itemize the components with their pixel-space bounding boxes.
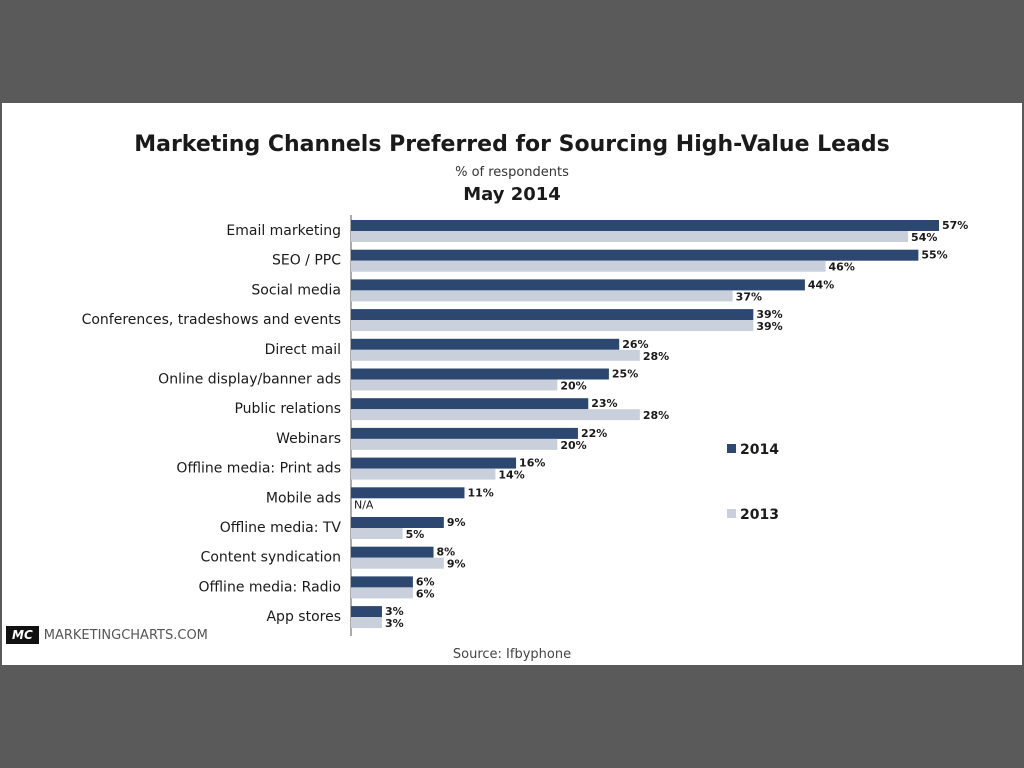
bar-2013 — [351, 468, 496, 480]
value-label-2014: 6% — [416, 575, 435, 588]
value-label-2014: 11% — [467, 486, 493, 499]
marketingcharts-logo: MC MARKETINGCHARTS.COM — [6, 626, 208, 644]
bar-2013 — [351, 409, 640, 421]
value-label-2014: 3% — [385, 605, 404, 618]
bar-2013 — [351, 231, 909, 242]
value-label-2013: 14% — [498, 469, 524, 482]
category-label: Offline media: Radio — [199, 579, 342, 595]
bar-2014 — [351, 576, 413, 588]
value-label-2013: 28% — [643, 409, 669, 422]
category-label: Webinars — [276, 431, 341, 447]
bar-2013 — [351, 320, 754, 332]
bar-2013 — [351, 260, 826, 272]
legend-label: 2014 — [740, 442, 779, 458]
bar-2013 — [351, 557, 444, 569]
value-label-2013: 28% — [643, 350, 669, 363]
value-label-2014: 23% — [591, 397, 617, 410]
source-note: Source: Ifbyphone — [452, 647, 572, 662]
logo-text: MARKETINGCHARTS.COM — [43, 627, 208, 643]
bar-2014 — [351, 546, 434, 558]
category-label: Online display/banner ads — [158, 372, 341, 388]
category-label: Direct mail — [265, 342, 341, 358]
value-label-2014: 8% — [437, 546, 456, 559]
bar-2014 — [351, 457, 517, 469]
value-label-2013: 3% — [385, 617, 404, 630]
bar-2013 — [351, 379, 558, 391]
chart-title: Marketing Channels Preferred for Sourcin… — [134, 132, 890, 157]
value-label-2013: 20% — [560, 439, 586, 452]
bar-2013 — [351, 349, 640, 361]
bar-2014 — [351, 309, 754, 321]
logo-badge: MC — [6, 626, 39, 644]
value-label-2014: 9% — [447, 516, 466, 529]
bar-2013 — [351, 528, 403, 539]
category-label: SEO / PPC — [272, 253, 341, 269]
value-label-2014: 57% — [942, 219, 968, 232]
value-label-2013: 9% — [447, 558, 466, 571]
category-label: Mobile ads — [266, 490, 341, 506]
value-label-2014: 16% — [519, 457, 545, 470]
category-label: Email marketing — [226, 223, 341, 239]
value-label-2013: 37% — [736, 290, 762, 303]
category-label: Offline media: TV — [220, 520, 342, 536]
value-label-2014: 39% — [756, 308, 782, 321]
category-label: App stores — [266, 609, 341, 625]
category-label: Public relations — [234, 401, 341, 417]
chart-date: May 2014 — [463, 184, 561, 205]
value-label-2014: 55% — [921, 249, 947, 262]
value-label-2014: 25% — [612, 368, 638, 381]
value-label-2014: 44% — [808, 278, 834, 291]
legend-swatch — [727, 444, 736, 453]
value-label-2014: 26% — [622, 338, 648, 351]
bar-2014 — [351, 220, 939, 231]
value-label-2013: 39% — [756, 320, 782, 333]
bar-2014 — [351, 398, 589, 410]
value-label-2013: 46% — [829, 261, 855, 274]
value-label-2013: 6% — [416, 587, 435, 600]
bar-2014 — [351, 517, 444, 528]
category-label: Content syndication — [201, 550, 341, 566]
legend-swatch — [727, 509, 736, 518]
bar-2014 — [351, 338, 620, 350]
value-label-2014: 22% — [581, 427, 607, 440]
category-label: Offline media: Print ads — [176, 461, 341, 477]
value-label-2013: 20% — [560, 380, 586, 393]
chart-subtitle: % of respondents — [455, 165, 569, 180]
value-label-2013: N/A — [354, 498, 374, 511]
bar-2014 — [351, 368, 609, 380]
bar-2014 — [351, 606, 382, 618]
chart-panel: Marketing Channels Preferred for Sourcin… — [2, 103, 1022, 665]
category-label: Social media — [251, 282, 341, 298]
bar-2014 — [351, 279, 805, 291]
value-label-2013: 5% — [406, 528, 425, 541]
bar-2013 — [351, 617, 382, 629]
bar-2013 — [351, 438, 558, 450]
category-label: Conferences, tradeshows and events — [82, 312, 341, 328]
bar-2013 — [351, 290, 733, 302]
bar-2014 — [351, 249, 919, 261]
bar-2014 — [351, 427, 578, 439]
legend-label: 2013 — [740, 507, 779, 523]
value-label-2013: 54% — [911, 231, 937, 244]
bar-chart: Email marketing 57% 54% SEO / PPC 55% 46% Soci… — [82, 215, 968, 636]
bar-2013 — [351, 587, 413, 599]
bar-2014 — [351, 487, 465, 499]
